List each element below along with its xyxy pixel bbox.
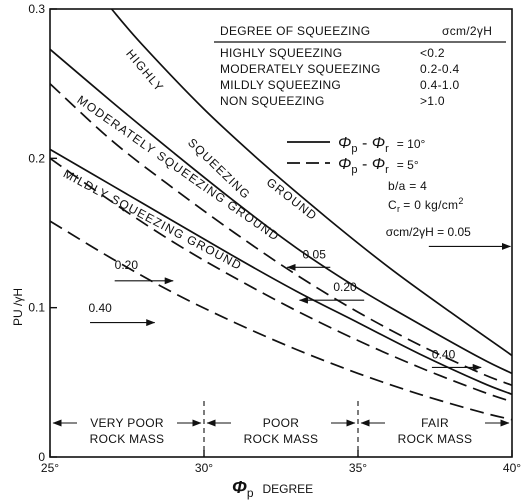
x-tick-label: 30° (195, 461, 213, 475)
value-annotation-label: 0.05 (303, 247, 327, 261)
param-ba: b/a = 4 (388, 179, 427, 193)
line-style-legend: Φp - Φr = 10° Φp - Φr = 5° b/a = 4 Cr = 0 k… (287, 135, 464, 214)
series-line-dashed (49, 157, 513, 403)
rock-mass-bands: VERY POOR ROCK MASS POOR ROCK MASS FAIR ROCK … (52, 401, 510, 457)
legend-solid-text: Φp - Φr = 10° (338, 135, 425, 155)
x-tick-label: 25° (41, 461, 59, 475)
y-tick-label: 0.3 (28, 2, 45, 16)
legend-row-value: 0.2-0.4 (420, 62, 459, 76)
curve-label: GROUND (264, 175, 320, 223)
series-line-solid (49, 148, 513, 396)
param-cr: Cr = 0 kg/cm2 (388, 196, 464, 214)
series-line-solid (110, 8, 513, 357)
value-annotation-label: σcm/2γH = 0.05 (386, 225, 471, 239)
legend-row-value: >1.0 (420, 94, 445, 108)
y-axis-label: PU /γH (11, 288, 25, 326)
legend-row-value: <0.2 (420, 46, 445, 60)
curve-label: HIGHLY (123, 47, 167, 95)
y-tick-label: 0.1 (28, 301, 45, 315)
legend-row-label: NON SQUEEZING (220, 94, 325, 108)
band-label: ROCK MASS (398, 432, 473, 446)
series-line-dashed (49, 220, 513, 421)
series-layer (49, 8, 513, 421)
x-tick-label: 35° (349, 461, 367, 475)
series-line-dashed (49, 83, 513, 387)
x-axis-label: Φp DEGREE (232, 477, 313, 500)
band-label: POOR (263, 416, 300, 430)
value-annotation-label: 0.40 (432, 347, 456, 361)
legend-header-right: σcm/2γH (442, 24, 492, 38)
value-annotations: σcm/2γH = 0.05 0.05 0.20 0.20 0.40 0.40 (89, 225, 511, 371)
legend-row-label: HIGHLY SQUEEZING (220, 46, 342, 60)
legend-dashed-text: Φp - Φr = 5° (338, 156, 419, 176)
curve-label: MODERATELY SQUEEZING GROUND (74, 93, 282, 244)
legend-row-label: MODERATELY SQUEEZING (220, 62, 381, 76)
x-tick-label: 40° (503, 461, 521, 475)
series-line-solid (49, 48, 513, 375)
value-annotation-label: 0.20 (115, 258, 139, 272)
legend-row-label: MILDLY SQUEEZING (220, 78, 341, 92)
y-tick-label: 0 (38, 450, 45, 464)
legend-header-left: DEGREE OF SQUEEZING (220, 24, 370, 38)
plot-frame (49, 8, 513, 458)
band-label: ROCK MASS (90, 432, 165, 446)
y-tick-label: 0.2 (28, 151, 45, 165)
value-annotation-label: 0.40 (89, 301, 113, 315)
squeezing-legend-table: DEGREE OF SQUEEZING σcm/2γH HIGHLY SQUEE… (214, 24, 506, 108)
band-label: FAIR (421, 416, 449, 430)
band-label: VERY POOR (90, 416, 164, 430)
legend-row-value: 0.4-1.0 (420, 78, 459, 92)
value-annotation-label: 0.20 (333, 280, 357, 294)
band-label: ROCK MASS (244, 432, 319, 446)
axis-ticks: 25° 30° 35° 40° 0 0.1 0.2 0.3 (28, 2, 521, 475)
